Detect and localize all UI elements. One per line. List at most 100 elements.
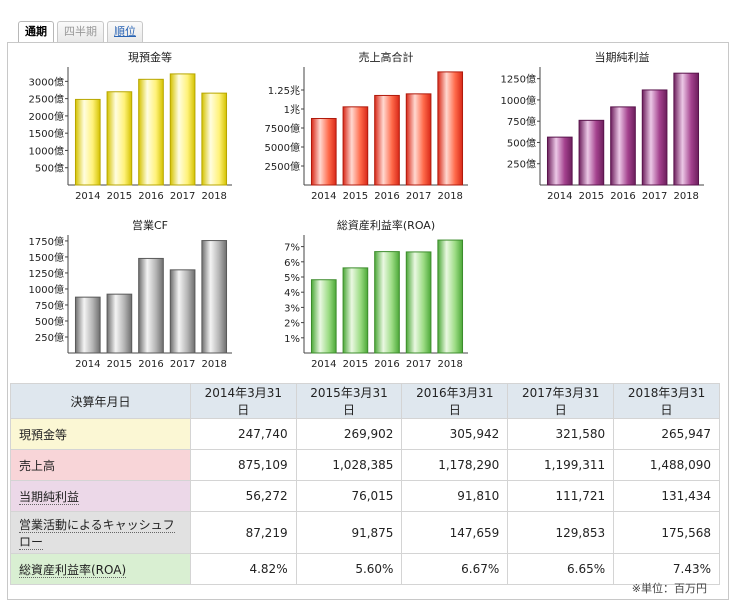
x-tick-label: 2014 bbox=[547, 191, 572, 202]
period-tabs: 通期 四半期 順位 bbox=[18, 21, 143, 44]
table-cell: 147,659 bbox=[401, 511, 509, 554]
y-tick-label: 500億 bbox=[35, 162, 64, 175]
y-tick-label: 5000億 bbox=[265, 141, 300, 154]
y-tick-label: 1.25兆 bbox=[268, 85, 300, 97]
y-tick-label: 1% bbox=[284, 334, 300, 345]
table-cell: 1,028,385 bbox=[295, 449, 403, 481]
row-label: 当期純利益 bbox=[10, 480, 191, 512]
table-cell: 91,810 bbox=[401, 480, 509, 512]
row-label: 売上高 bbox=[10, 449, 191, 481]
tab-ranking[interactable]: 順位 bbox=[107, 21, 143, 43]
y-tick-label: 1000億 bbox=[29, 144, 64, 157]
y-tick-label: 500億 bbox=[35, 315, 64, 328]
table-cell: 87,219 bbox=[190, 511, 297, 554]
bar-chart-svg: 総資産利益率(ROA) 1% 2% 3% 4% 5% 6% 7% 2014 2015 2016 201… bbox=[284, 218, 468, 370]
header-cell: 2017年3月31日 bbox=[507, 383, 615, 419]
table-row: 売上高 875,109 1,028,385 1,178,290 1,199,31… bbox=[10, 449, 720, 481]
bar bbox=[374, 251, 400, 354]
y-tick-label: 3000億 bbox=[29, 75, 64, 88]
chart-sales: 売上高合計 2500億 5000億 7500億 1兆 1.25兆 2014 2015 2016 2… bbox=[250, 45, 470, 205]
table-cell: 305,942 bbox=[401, 418, 509, 450]
table-cell: 131,434 bbox=[613, 480, 720, 512]
bar bbox=[201, 92, 228, 186]
table-cell: 91,875 bbox=[295, 511, 403, 554]
y-tick-label: 250億 bbox=[35, 331, 64, 344]
unit-note: ※単位：百万円 bbox=[631, 582, 707, 595]
table-cell: 129,853 bbox=[507, 511, 615, 554]
chart-net-income: 当期純利益 250億 500億 750億 1000億 1250億 2014 2015 2016 2… bbox=[486, 45, 706, 205]
row-label: 現預金等 bbox=[10, 418, 191, 450]
row-label-link[interactable]: 総資産利益率(ROA) bbox=[19, 562, 127, 578]
header-cell: 2014年3月31日 bbox=[190, 383, 297, 419]
x-tick-label: 2016 bbox=[138, 359, 163, 370]
bar bbox=[201, 240, 228, 354]
y-tick-label: 4% bbox=[284, 288, 300, 299]
y-tick-label: 1500億 bbox=[29, 251, 64, 264]
table-cell: 76,015 bbox=[295, 480, 403, 512]
y-tick-label: 3% bbox=[284, 303, 300, 314]
y-tick-label: 250億 bbox=[507, 158, 536, 171]
bar bbox=[169, 73, 196, 186]
table-cell: 56,272 bbox=[190, 480, 297, 512]
table-cell: 265,947 bbox=[613, 418, 720, 450]
chart-title: 営業CF bbox=[132, 218, 168, 232]
row-label: 総資産利益率(ROA) bbox=[10, 553, 191, 585]
tab-annual[interactable]: 通期 bbox=[18, 21, 54, 44]
x-tick-label: 2014 bbox=[311, 359, 336, 370]
table-row: 営業活動によるキャッシュフロー 87,219 91,875 147,659 12… bbox=[10, 511, 720, 554]
table-cell: 321,580 bbox=[507, 418, 615, 450]
header-cell: 決算年月日 bbox=[10, 383, 191, 419]
header-cell: 2015年3月31日 bbox=[295, 383, 403, 419]
chart-title: 総資産利益率(ROA) bbox=[337, 218, 435, 232]
x-tick-label: 2018 bbox=[437, 359, 462, 370]
bar-chart-svg: 現預金等 500億 1000億 1500億 2000億 2500億 3000億 2014 201… bbox=[29, 50, 232, 202]
bar bbox=[405, 251, 432, 354]
x-tick-label: 2018 bbox=[437, 191, 462, 202]
x-tick-label: 2015 bbox=[579, 191, 604, 202]
bar bbox=[437, 71, 464, 186]
y-tick-label: 1兆 bbox=[284, 104, 300, 116]
bar bbox=[106, 293, 133, 354]
chart-title: 当期純利益 bbox=[595, 50, 650, 64]
row-label-link[interactable]: 当期純利益 bbox=[19, 489, 80, 505]
x-tick-label: 2017 bbox=[406, 191, 431, 202]
x-tick-label: 2017 bbox=[170, 359, 195, 370]
y-tick-label: 1000億 bbox=[501, 94, 536, 107]
x-tick-label: 2018 bbox=[201, 359, 226, 370]
bar bbox=[578, 119, 605, 186]
bar bbox=[106, 91, 133, 186]
y-tick-label: 2000億 bbox=[29, 110, 64, 123]
table-row: 現預金等 247,740 269,902 305,942 321,580 265… bbox=[10, 418, 720, 450]
y-tick-label: 1250億 bbox=[501, 73, 536, 86]
tab-quarterly: 四半期 bbox=[57, 21, 104, 43]
bar-chart-svg: 当期純利益 250億 500億 750億 1000億 1250億 2014 2015 2016 2… bbox=[501, 50, 704, 202]
x-tick-label: 2016 bbox=[138, 191, 163, 202]
bar bbox=[641, 89, 668, 186]
bar bbox=[342, 106, 369, 186]
x-tick-label: 2017 bbox=[642, 191, 667, 202]
y-tick-label: 500億 bbox=[507, 136, 536, 149]
y-tick-label: 7500億 bbox=[265, 122, 300, 135]
y-tick-label: 1500億 bbox=[29, 127, 64, 140]
header-cell: 2016年3月31日 bbox=[401, 383, 509, 419]
x-tick-label: 2014 bbox=[311, 191, 336, 202]
table-cell: 5.60% bbox=[295, 553, 403, 585]
y-tick-label: 1750億 bbox=[29, 235, 64, 248]
header-cell: 2018年3月31日 bbox=[613, 383, 720, 419]
chart-operating-cf: 営業CF 250億 500億 750億 1000億 1250億 1500億 1750億 2014… bbox=[14, 213, 234, 373]
table-cell: 6.65% bbox=[507, 553, 615, 585]
bar-chart-svg: 売上高合計 2500億 5000億 7500億 1兆 1.25兆 2014 2015 2016 2… bbox=[265, 50, 468, 202]
bar bbox=[74, 296, 101, 354]
x-tick-label: 2017 bbox=[170, 191, 195, 202]
y-tick-label: 5% bbox=[284, 273, 300, 284]
bar bbox=[310, 117, 337, 186]
table-cell: 875,109 bbox=[190, 449, 297, 481]
bar bbox=[374, 94, 400, 186]
table-cell: 175,568 bbox=[613, 511, 720, 554]
y-tick-label: 1000億 bbox=[29, 283, 64, 296]
y-tick-label: 750億 bbox=[507, 115, 536, 128]
table-cell: 269,902 bbox=[295, 418, 403, 450]
table-cell: 1,488,090 bbox=[613, 449, 720, 481]
x-tick-label: 2016 bbox=[610, 191, 635, 202]
row-label-link[interactable]: 営業活動によるキャッシュフロー bbox=[19, 517, 175, 550]
